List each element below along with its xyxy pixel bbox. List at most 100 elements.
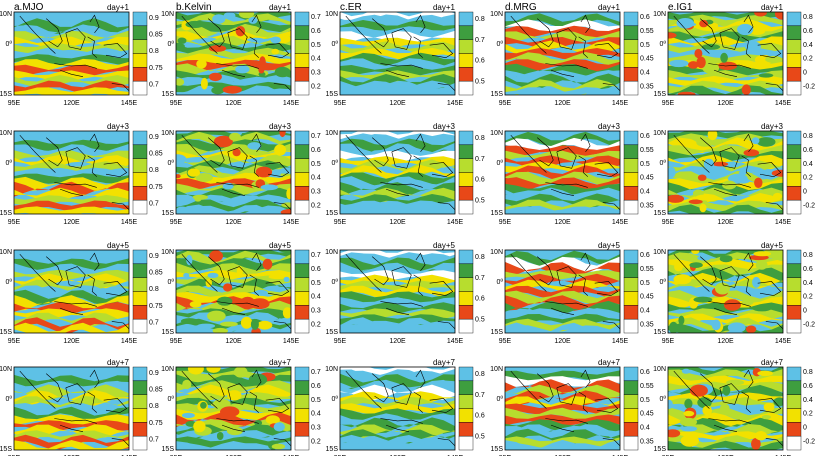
colorbar-tick-label: 0.7 <box>311 133 321 140</box>
lon-tick-label: 120E <box>63 338 80 345</box>
lat-tick-label: 0º <box>332 279 339 286</box>
colorbar-tick-label: 0.8 <box>149 403 159 410</box>
map-panel-d-7: day+710N0º15S95E120E145E0.60.550.50.450.… <box>490 358 654 456</box>
lon-tick-label: 95E <box>499 100 512 107</box>
colorbar-tick-label: 0.2 <box>311 202 321 209</box>
colorbar-tick-label: 0.7 <box>149 436 159 443</box>
colorbar-tick-label: 0.9 <box>149 253 159 260</box>
colorbar-tick-label: 0.5 <box>640 397 650 404</box>
day-label: day+1 <box>107 3 130 12</box>
coastline-outline <box>510 14 620 92</box>
colorbar-tick-label: 0.35 <box>640 202 654 209</box>
colorbar: 0.8 0.6 0.4 0.2 0 -0.2 <box>786 130 815 215</box>
day-label: day+5 <box>269 241 292 250</box>
colorbar-tick-label: 0.7 <box>149 81 159 88</box>
lon-tick-label: 145E <box>775 100 792 107</box>
lon-tick-label: 120E <box>389 219 406 226</box>
day-label: day+3 <box>107 122 130 131</box>
lat-tick-label: 0º <box>6 41 13 48</box>
colorbar-tick-label: 0.8 <box>475 16 485 23</box>
colorbar-tick-label: 0.7 <box>475 156 485 163</box>
lon-tick-label: 95E <box>499 219 512 226</box>
lat-tick-label: 0º <box>497 41 504 48</box>
coastline-outline <box>345 252 455 330</box>
lon-tick-label: 120E <box>554 100 571 107</box>
lon-tick-label: 120E <box>389 100 406 107</box>
lat-tick-label: 10N <box>0 11 12 18</box>
filled-contour-field <box>176 367 291 450</box>
lat-tick-label: 10N <box>161 130 174 137</box>
colorbar: 0.9 0.85 0.8 0.75 0.7 <box>132 130 163 215</box>
colorbar-tick-label: 0.2 <box>803 56 813 63</box>
colorbar-tick-label: 0.9 <box>149 134 159 141</box>
lon-tick-label: 120E <box>717 338 734 345</box>
colorbar-tick-label: 0.3 <box>311 308 321 315</box>
lon-tick-label: 145E <box>121 219 138 226</box>
lat-tick-label: 10N <box>490 366 503 373</box>
colorbar-tick-label: 0.6 <box>803 266 813 273</box>
filled-contour-field <box>340 131 455 214</box>
lon-tick-label: 95E <box>170 338 183 345</box>
filled-contour-field <box>668 250 783 333</box>
colorbar: 0.8 0.7 0.6 0.5 <box>458 249 485 334</box>
lat-tick-label: 0º <box>332 41 339 48</box>
colorbar-tick-label: 0.6 <box>803 28 813 35</box>
map-panel-e-1: day+1 10N 0º 15S 95E 120E 145E 0.8 0.6 0.4 0.2 0 -0.… <box>653 3 815 107</box>
lat-tick-label: 0º <box>168 41 175 48</box>
coastline-outline <box>19 14 129 92</box>
lat-tick-label: 10N <box>161 366 174 373</box>
lat-tick-label: 10N <box>325 11 338 18</box>
colorbar-tick-label: 0.7 <box>475 37 485 44</box>
lat-tick-label: 10N <box>653 11 666 18</box>
colorbar-tick-label: 0.4 <box>640 70 650 77</box>
colorbar-tick-label: 0.8 <box>803 14 813 21</box>
day-label: day+5 <box>598 241 621 250</box>
lat-tick-label: 15S <box>0 329 12 336</box>
colorbar-tick-label: 0.8 <box>803 369 813 376</box>
panel-title-d: d.MRG <box>505 2 537 13</box>
colorbar-tick-label: 0.5 <box>311 397 321 404</box>
lat-tick-label: 15S <box>326 446 339 453</box>
day-label: day+7 <box>598 358 621 367</box>
coastline-outline <box>673 14 783 92</box>
lon-tick-label: 120E <box>225 100 242 107</box>
colorbar-tick-label: 0.2 <box>803 175 813 182</box>
lon-tick-label: 145E <box>447 100 464 107</box>
colorbar-tick-label: 0.85 <box>149 32 163 39</box>
filled-contour-field <box>176 250 291 333</box>
colorbar-tick-label: 0.55 <box>640 266 654 273</box>
colorbar-tick-label: 0.8 <box>149 286 159 293</box>
coastline-outline <box>345 369 455 447</box>
coastline-outline <box>673 369 783 447</box>
lat-tick-label: 10N <box>161 249 174 256</box>
lon-tick-label: 120E <box>389 338 406 345</box>
colorbar-tick-label: 0.3 <box>311 70 321 77</box>
coastline-outline <box>345 133 455 211</box>
lat-tick-label: 0º <box>6 160 13 167</box>
colorbar-tick-label: 0.85 <box>149 270 163 277</box>
lat-tick-label: 15S <box>654 446 667 453</box>
lon-tick-label: 145E <box>283 100 300 107</box>
lat-tick-label: 15S <box>654 210 667 217</box>
day-label: day+3 <box>269 122 292 131</box>
colorbar-tick-label: 0.75 <box>149 65 163 72</box>
colorbar: 0.6 0.55 0.5 0.45 0.4 0.35 <box>623 11 654 96</box>
lat-tick-label: 0º <box>168 279 175 286</box>
lat-tick-label: 15S <box>162 91 175 98</box>
colorbar: 0.9 0.85 0.8 0.75 0.7 <box>132 249 163 334</box>
lon-tick-label: 120E <box>225 338 242 345</box>
lon-tick-label: 145E <box>612 100 629 107</box>
colorbar-tick-label: 0.55 <box>640 383 654 390</box>
lon-tick-label: 145E <box>121 100 138 107</box>
lat-tick-label: 10N <box>490 130 503 137</box>
colorbar-tick-label: 0.2 <box>311 321 321 328</box>
colorbar-tick-label: 0.75 <box>149 303 163 310</box>
lat-tick-label: 15S <box>162 210 175 217</box>
lat-tick-label: 15S <box>491 329 504 336</box>
map-panel-c-7: day+710N0º15S95E120E145E0.80.70.60.5 <box>325 358 485 456</box>
filled-contour-field <box>176 12 291 95</box>
colorbar-tick-label: 0.7 <box>475 275 485 282</box>
